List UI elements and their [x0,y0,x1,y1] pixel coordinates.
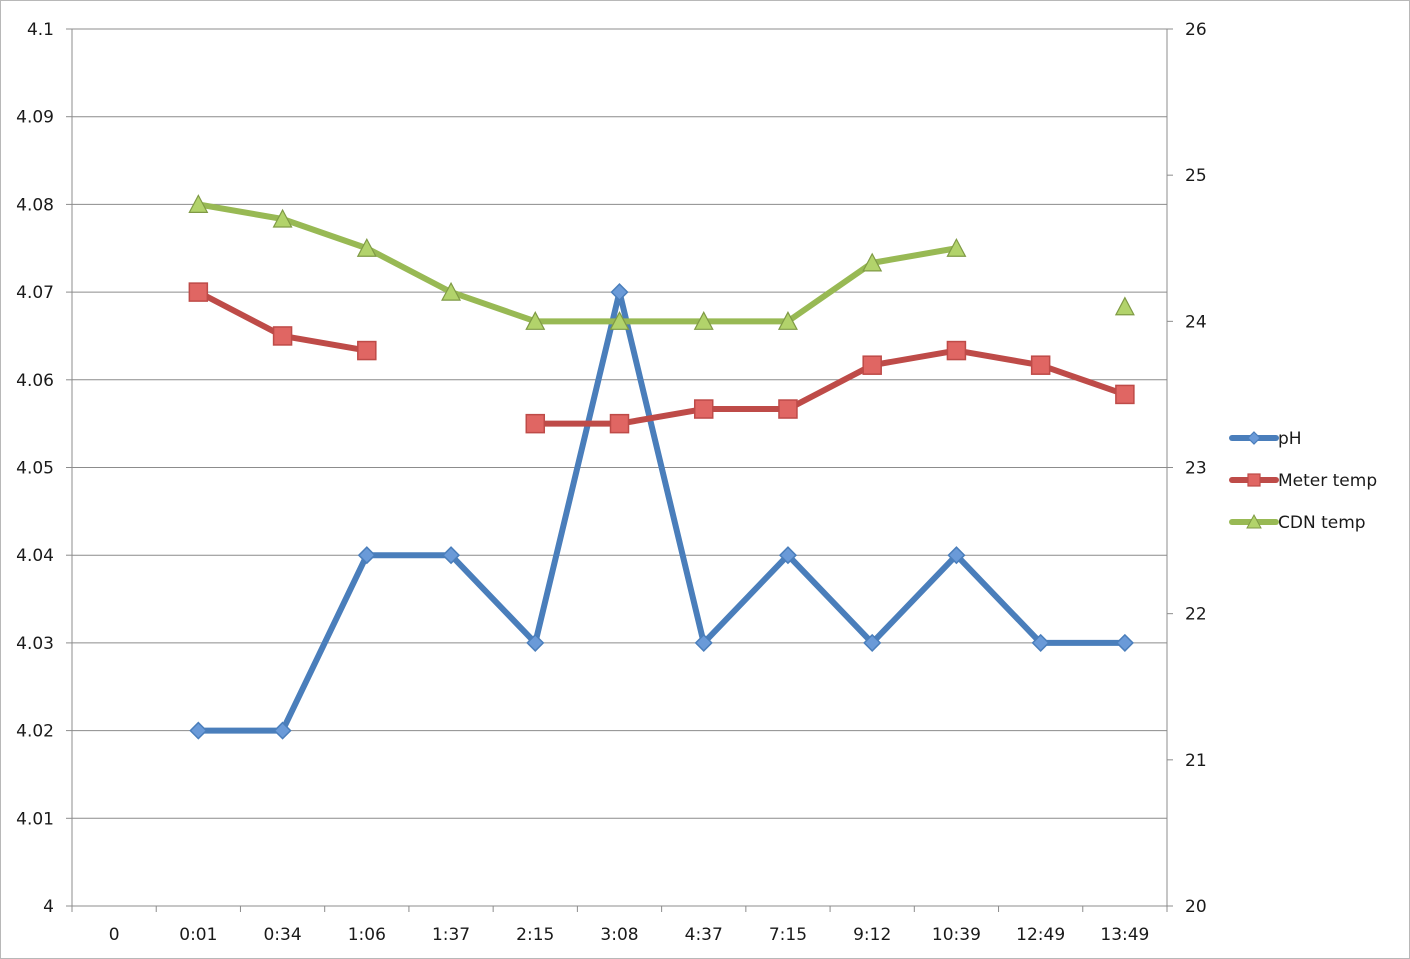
x-tick-label: 3:08 [600,925,638,945]
ph-point [694,633,713,652]
y-right-tick-label: 21 [1185,751,1207,771]
cdn-temp-point [777,311,798,330]
ph-point [610,283,629,302]
y-right-tick-label: 20 [1185,897,1207,917]
x-tick-label: 13:49 [1100,925,1149,945]
y-left-tick-label: 4.05 [16,459,54,479]
cdn-temp-point [862,252,883,272]
ph-point [1031,633,1050,652]
y-left-tick-label: 4 [43,897,54,917]
y-left-tick-label: 4.07 [16,283,54,303]
x-tick-label: 1:06 [348,925,386,945]
cdn-temp-point [188,194,209,213]
ph-point [526,633,545,652]
y-left-tick-label: 4.02 [16,722,54,742]
legend-marker [1246,513,1262,529]
cdn-temp-point [1114,296,1135,316]
ph-line [195,289,1128,734]
x-tick-label: 1:37 [432,925,470,945]
axes: 4 4.01 4.02 4.03 4.04 4.05 4.06 4.07 4.08 4.09 4.1… [16,20,1207,945]
meter-temp-point [1115,384,1135,405]
ph-point [273,721,292,740]
y-right-tick-label: 23 [1185,459,1207,479]
x-tick-label: 9:12 [853,925,891,945]
legend: pH Meter temp CDN temp [1229,429,1377,533]
cdn-temp-series [188,194,1135,330]
ph-point [1115,633,1134,652]
x-tick-label: 7:15 [769,925,807,945]
cdn-temp-point [946,237,967,257]
y-left-tick-label: 4.03 [16,634,54,654]
y-right-tick-label: 25 [1185,166,1207,186]
legend-label: pH [1278,429,1302,449]
meter-temp-point [188,282,209,302]
y-right-tick-label: 22 [1185,605,1207,625]
y-left-tick-label: 4.04 [16,546,54,566]
cdn-temp-point [609,311,630,330]
x-tick-label: 12:49 [1016,925,1065,945]
cdn-temp-point [693,311,714,330]
cdn-temp-line [195,201,960,325]
x-tick-label: 10:39 [932,925,981,945]
legend-label: Meter temp [1278,471,1377,491]
x-tick-label: 0 [109,925,120,945]
y-right-tick-label: 24 [1185,312,1207,332]
legend-marker [1247,473,1261,487]
ph-point [441,546,461,565]
cdn-temp-point [272,208,293,228]
meter-temp-point [1030,355,1051,375]
y-left-tick-label: 4.09 [16,108,54,128]
ph-point [947,546,966,565]
x-tick-label: 2:15 [516,925,554,945]
legend-item-ph: pH [1229,429,1302,449]
ph-point [357,546,376,565]
meter-temp-point [357,340,377,361]
ph-point [778,546,798,565]
y-right-tick-label: 26 [1185,20,1207,40]
x-tick-label: 0:01 [179,925,217,945]
meter-temp-point [693,399,714,419]
x-tick-label: 4:37 [685,925,723,945]
meter-temp-point [525,413,546,434]
meter-temp-point [862,355,882,375]
legend-item-cdn-temp: CDN temp [1229,513,1366,533]
x-tick-label: 0:34 [263,925,301,945]
meter-temp-series [188,282,1135,434]
legend-item-meter-temp: Meter temp [1229,471,1377,491]
series-layer [188,194,1135,740]
meter-temp-point [609,413,630,434]
y-left-tick-label: 4.1 [27,20,54,40]
ph-point [189,721,208,740]
meter-temp-line [532,347,1128,427]
cdn-temp-point [525,311,546,330]
y-left-tick-label: 4.01 [16,809,54,829]
legend-marker [1247,431,1261,445]
ph-point [863,633,882,652]
meter-temp-point [272,326,293,346]
cdn-temp-point [441,281,462,301]
cdn-temp-point [356,237,377,257]
meter-temp-point [946,340,967,361]
ph-series [189,283,1134,740]
y-left-tick-label: 4.06 [16,371,54,391]
meter-temp-point [778,399,798,419]
y-left-tick-label: 4.08 [16,195,54,215]
legend-label: CDN temp [1278,513,1366,533]
